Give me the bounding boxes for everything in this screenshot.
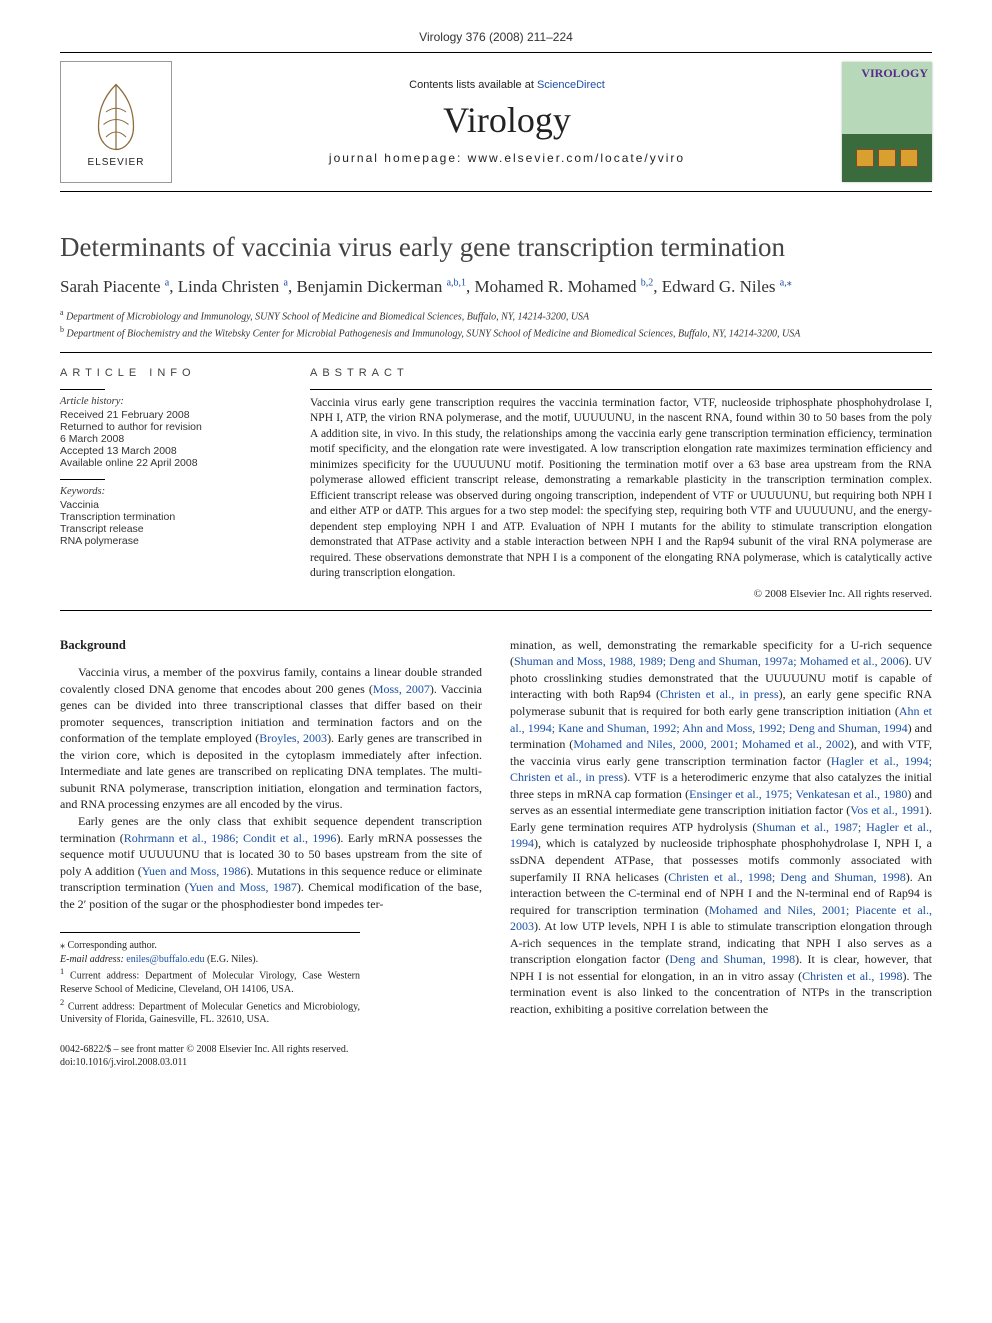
rule-bottom (60, 610, 932, 611)
cite-vos-1991[interactable]: Vos et al., 1991 (850, 803, 925, 817)
info-abstract-row: ARTICLE INFO Article history: Received 2… (60, 367, 932, 600)
history-line-0: Received 21 February 2008 (60, 409, 280, 421)
history-line-3: Accepted 13 March 2008 (60, 445, 280, 457)
elsevier-tree-icon (76, 77, 156, 157)
keyword-1: Transcription termination (60, 511, 280, 523)
author-5-corresponding-mark[interactable]: ⁎ (787, 277, 792, 288)
abstract-column: ABSTRACT Vaccinia virus early gene trans… (310, 367, 932, 600)
page-footer: 0042-6822/$ – see front matter © 2008 El… (60, 1043, 482, 1070)
email-link[interactable]: eniles@buffalo.edu (126, 954, 204, 965)
affiliation-b: b Department of Biochemistry and the Wit… (60, 324, 932, 341)
history-line-2: 6 March 2008 (60, 433, 280, 445)
homepage-url: www.elsevier.com/locate/yviro (468, 151, 685, 165)
masthead-center: Contents lists available at ScienceDirec… (172, 79, 842, 165)
keywords-label: Keywords: (60, 486, 280, 497)
footnote-1: 1 Current address: Department of Molecul… (60, 966, 360, 996)
right-p: mination, as well, demonstrating the rem… (510, 637, 932, 1018)
author-5: Edward G. Niles (662, 277, 776, 296)
footer-line-1: 0042-6822/$ – see front matter © 2008 El… (60, 1043, 482, 1057)
author-4-aff[interactable]: b,2 (641, 277, 654, 288)
info-divider-1 (60, 389, 105, 390)
footnotes: ⁎ Corresponding author. E-mail address: … (60, 932, 360, 1027)
abstract-text: Vaccinia virus early gene transcription … (310, 396, 932, 582)
background-heading: Background (60, 637, 482, 654)
author-5-aff[interactable]: a, (780, 277, 787, 288)
abstract-heading: ABSTRACT (310, 367, 932, 379)
footnote-1-text: Current address: Department of Molecular… (60, 971, 360, 996)
left-p2: Early genes are the only class that exhi… (60, 813, 482, 912)
author-1-aff[interactable]: a (165, 277, 169, 288)
homepage-prefix: journal homepage: (329, 151, 468, 165)
cite-deng-shuman-1998[interactable]: Deng and Shuman, 1998 (669, 952, 795, 966)
cover-top: VIROLOGY (842, 62, 932, 134)
cite-yuen-moss-1986[interactable]: Yuen and Moss, 1986 (142, 864, 247, 878)
cite-moss-2007[interactable]: Moss, 2007 (373, 682, 430, 696)
body-columns: Background Vaccinia virus, a member of t… (60, 637, 932, 1070)
author-3: Benjamin Dickerman (296, 277, 442, 296)
history-line-4: Available online 22 April 2008 (60, 457, 280, 469)
keyword-0: Vaccinia (60, 499, 280, 511)
journal-name: Virology (172, 99, 842, 141)
cite-ensinger-venkatesan[interactable]: Ensinger et al., 1975; Venkatesan et al.… (689, 787, 907, 801)
abstract-copyright: © 2008 Elsevier Inc. All rights reserved… (310, 588, 932, 600)
article-title: Determinants of vaccinia virus early gen… (60, 232, 932, 263)
author-2-aff[interactable]: a (284, 277, 288, 288)
history-line-1: Returned to author for revision (60, 421, 280, 433)
page-root: Virology 376 (2008) 211–224 ELSEVIER Con… (0, 0, 992, 1100)
cite-yuen-moss-1987[interactable]: Yuen and Moss, 1987 (189, 880, 297, 894)
article-info-heading: ARTICLE INFO (60, 367, 280, 379)
body-col-right: mination, as well, demonstrating the rem… (510, 637, 932, 1070)
cite-rohrmann-condit[interactable]: Rohrmann et al., 1986; Condit et al., 19… (124, 831, 337, 845)
affiliation-a: a Department of Microbiology and Immunol… (60, 307, 932, 324)
body-col-left: Background Vaccinia virus, a member of t… (60, 637, 482, 1070)
author-4: Mohamed R. Mohamed (475, 277, 637, 296)
publisher-logo: ELSEVIER (60, 61, 172, 183)
author-3-aff[interactable]: a,b,1 (447, 277, 466, 288)
sciencedirect-link[interactable]: ScienceDirect (537, 79, 605, 91)
left-p1: Vaccinia virus, a member of the poxvirus… (60, 664, 482, 813)
contents-line: Contents lists available at ScienceDirec… (172, 79, 842, 91)
affiliations: a Department of Microbiology and Immunol… (60, 307, 932, 342)
cite-christen-1998[interactable]: Christen et al., 1998 (802, 969, 902, 983)
cite-mohamed-niles-etal[interactable]: Mohamed and Niles, 2000, 2001; Mohamed e… (573, 737, 850, 751)
keyword-3: RNA polymerase (60, 535, 280, 547)
cover-thumb-3 (900, 149, 918, 167)
author-1: Sarah Piacente (60, 277, 161, 296)
email-label: E-mail address: (60, 954, 126, 965)
author-list: Sarah Piacente a, Linda Christen a, Benj… (60, 277, 932, 297)
cite-christen-inpress-1[interactable]: Christen et al., in press (660, 687, 779, 701)
footnote-2: 2 Current address: Department of Molecul… (60, 997, 360, 1027)
journal-cover-thumbnail: VIROLOGY (842, 62, 932, 182)
history-label: Article history: (60, 396, 280, 407)
affiliation-a-text: Department of Microbiology and Immunolog… (66, 311, 589, 322)
cite-broyles-2003[interactable]: Broyles, 2003 (259, 731, 327, 745)
footnote-corresponding: ⁎ Corresponding author. (60, 939, 360, 953)
rule-top (60, 352, 932, 353)
contents-prefix: Contents lists available at (409, 79, 537, 91)
cover-thumb-1 (856, 149, 874, 167)
masthead: ELSEVIER Contents lists available at Sci… (60, 52, 932, 192)
info-divider-2 (60, 479, 105, 480)
footnote-2-text: Current address: Department of Molecular… (60, 1001, 360, 1026)
homepage-line: journal homepage: www.elsevier.com/locat… (172, 151, 842, 165)
cover-bottom (842, 134, 932, 182)
publisher-name: ELSEVIER (88, 157, 145, 168)
keyword-2: Transcript release (60, 523, 280, 535)
author-2: Linda Christen (178, 277, 280, 296)
email-tail: (E.G. Niles). (204, 954, 258, 965)
abstract-divider (310, 389, 932, 390)
cover-label: VIROLOGY (861, 66, 928, 81)
cite-shuman-moss-etal[interactable]: Shuman and Moss, 1988, 1989; Deng and Sh… (514, 654, 905, 668)
affiliation-b-text: Department of Biochemistry and the Witeb… (67, 329, 801, 340)
cover-thumb-2 (878, 149, 896, 167)
footer-doi: doi:10.1016/j.virol.2008.03.011 (60, 1056, 482, 1070)
cite-christen-deng-1998[interactable]: Christen et al., 1998; Deng and Shuman, … (668, 870, 906, 884)
article-info: ARTICLE INFO Article history: Received 2… (60, 367, 280, 600)
footnote-email-line: E-mail address: eniles@buffalo.edu (E.G.… (60, 953, 360, 967)
journal-ref-line: Virology 376 (2008) 211–224 (60, 30, 932, 44)
